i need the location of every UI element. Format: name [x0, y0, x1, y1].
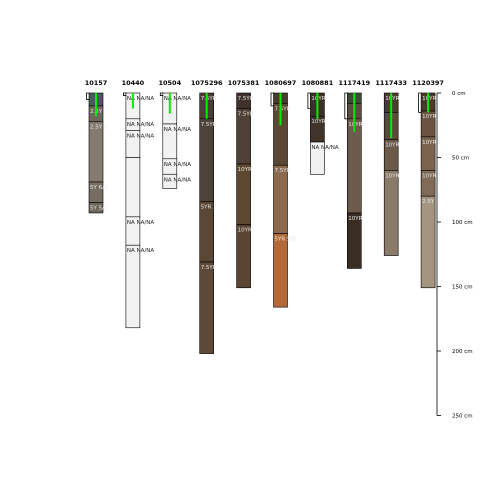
horizon	[125, 157, 141, 218]
horizon	[125, 244, 141, 329]
horizon	[199, 118, 214, 202]
axis-tick-label: 150 cm	[452, 285, 473, 291]
horizon-label: 10YR	[385, 96, 399, 102]
depth-axis: 0 cm 50 cm 100 cm 150 cm 200 cm 250 cm	[436, 91, 473, 420]
profile-1075381: 1075381 7.5YR 7.5YR 10YR 10YR	[228, 79, 260, 289]
axis-tick-label: 0 cm	[452, 91, 466, 97]
horizon-label: 10YR	[311, 96, 325, 102]
horizon-label: 10YR	[348, 122, 362, 128]
horizon-label: NA NA/NA	[311, 145, 338, 151]
horizon-label: NA NA/NA	[164, 177, 191, 183]
profile-10504: 10504 NA NA/NA NA NA/NA NA NA/NA NA NA/NA	[158, 79, 191, 189]
profile-id-label: 1117433	[375, 79, 407, 87]
horizon-label: NA NA/NA	[164, 96, 191, 102]
horizon	[236, 224, 251, 289]
horizon-label: 5Y 5/2	[90, 206, 107, 212]
profile-id-label: 1075381	[228, 79, 260, 87]
depth-bracket	[307, 92, 311, 109]
horizon-label: NA NA/NA	[127, 220, 154, 226]
horizon-label: NA NA/NA	[127, 122, 154, 128]
horizon-label: 10YR	[385, 173, 399, 179]
axis-tick-label: 200 cm	[452, 349, 473, 355]
profile-id-label: 10440	[122, 79, 145, 87]
depth-bracket	[344, 92, 348, 120]
horizon	[420, 195, 436, 289]
axis-tick-label: 100 cm	[452, 220, 473, 226]
horizon-label: NA NA/NA	[127, 248, 154, 254]
horizon	[273, 233, 288, 308]
horizon	[199, 201, 214, 263]
horizon	[346, 212, 362, 269]
profiles-layer: 10157 2.5Y 2.5Y 5 5Y 6/2 5Y 5/2 10440 NA NA/NA…	[85, 79, 444, 354]
horizon-label: NA NA/NA	[127, 133, 154, 139]
horizon	[310, 141, 325, 175]
horizon-label: 10YR	[238, 167, 252, 173]
horizon-label: 10YR	[385, 142, 399, 148]
horizon	[273, 164, 288, 234]
horizon	[346, 118, 362, 214]
horizon-label: 7.5YR	[201, 122, 217, 128]
depth-bracket	[159, 92, 164, 96]
horizon-label: 10YR	[422, 96, 436, 102]
horizon	[236, 163, 251, 225]
profile-id-label: 1120397	[412, 79, 444, 87]
horizon-label: 10YR	[422, 140, 436, 146]
horizon-label: 7.5YR	[238, 111, 254, 117]
horizon-label: 7.5YR	[275, 168, 291, 174]
profile-id-label: 1075296	[191, 79, 223, 87]
horizon-label: 7.5YR	[275, 106, 291, 112]
profile-1117433: 1117433 10YR 10YR 10YR	[375, 79, 407, 256]
horizon-label: 5YR 3	[201, 204, 217, 210]
profile-10440: 10440 NA NA/NA NA NA/NA NA NA/NA NA NA/NA NA …	[122, 79, 154, 329]
profile-id-label: 1080881	[302, 79, 334, 87]
horizon-label: 7.5YR	[201, 265, 217, 271]
profile-1080697: 1080697 7.5YR 7.5YR 5YR 5/8	[265, 79, 297, 308]
depth-bracket	[418, 92, 422, 113]
profile-1117419: 1117419 10YR 10YR	[338, 79, 371, 269]
horizon-label: 10YR	[422, 114, 436, 120]
horizon-label: 10YR	[422, 173, 436, 179]
profile-id-label: 1080697	[265, 79, 297, 87]
profile-id-label: 10157	[85, 79, 108, 87]
horizon-label: 2.5Y 5	[90, 124, 108, 130]
profile-1075296: 1075296 7.5YR 7.5YR 5YR 3 7.5YR	[191, 79, 223, 354]
horizon-label: 2.5Y	[422, 199, 435, 205]
horizon-label: 5YR 5/8	[275, 237, 297, 243]
horizon-label: NA NA/NA	[164, 127, 191, 133]
horizon	[88, 121, 104, 183]
horizon-label: 10YR	[348, 216, 362, 222]
horizon	[383, 170, 399, 256]
profile-id-label: 1117419	[338, 79, 370, 87]
horizon-label: 7.5YR	[201, 96, 217, 102]
horizon	[88, 202, 104, 214]
profile-id-label: 10504	[158, 79, 181, 87]
horizon-label: 7.5YR	[238, 96, 254, 102]
profile-1120397: 1120397 10YR 10YR 10YR 10YR 2.5Y	[412, 79, 444, 289]
profile-1080881: 1080881 10YR 10YR NA NA/NA	[302, 79, 339, 175]
horizon-label: NA NA/NA	[127, 96, 154, 102]
horizon-label: 10YR	[238, 228, 252, 234]
horizon	[162, 173, 178, 189]
horizon	[199, 261, 214, 354]
axis-tick-label: 50 cm	[452, 156, 469, 162]
horizon-label: 5Y 6/2	[90, 185, 107, 191]
horizon-label: 10YR	[311, 119, 325, 125]
depth-bracket	[270, 92, 274, 107]
depth-bracket	[123, 92, 127, 96]
axis-tick-label: 250 cm	[452, 414, 473, 420]
depth-bracket	[86, 92, 90, 100]
horizon-label: NA NA/NA	[164, 162, 191, 168]
